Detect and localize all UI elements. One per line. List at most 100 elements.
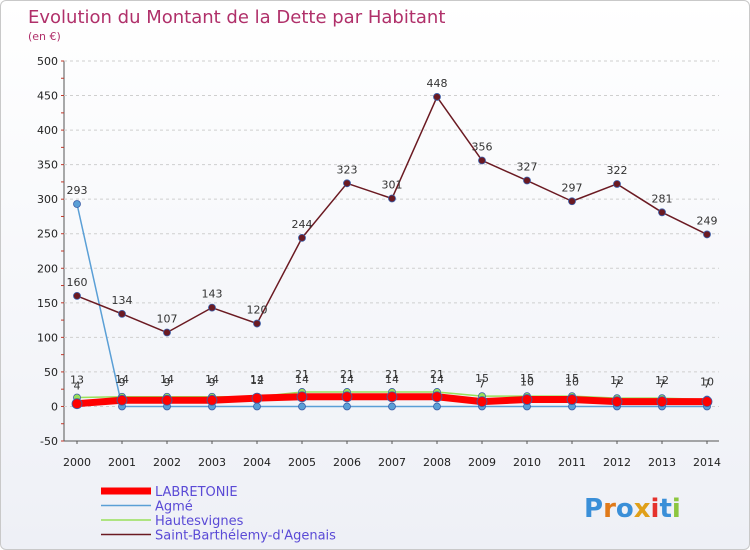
chart-title: Evolution du Montant de la Dette par Hab… <box>28 7 445 28</box>
data-point <box>163 328 171 337</box>
series-saint-barth-lemy-d-agenais: 160 134 107 143 120 244 323 301 448 356 327 297 322 2… <box>67 77 718 337</box>
data-label: 9 <box>119 376 126 389</box>
data-label: 160 <box>67 276 88 289</box>
data-point <box>703 230 711 239</box>
data-label: 293 <box>67 184 88 197</box>
data-label: 14 <box>205 373 219 386</box>
data-label: 301 <box>382 178 403 191</box>
legend-entry: Hautesvignes <box>155 514 244 529</box>
data-label: 12 <box>250 374 264 387</box>
data-label: 14 <box>250 373 264 386</box>
data-point <box>116 394 128 406</box>
data-label: 244 <box>292 218 313 231</box>
data-point <box>386 391 398 403</box>
x-tick-label: 2005 <box>288 456 316 469</box>
data-label: 21 <box>430 368 444 381</box>
data-label: 21 <box>295 368 309 381</box>
y-tick-label: 300 <box>37 193 58 206</box>
data-point <box>478 156 486 165</box>
data-label: 10 <box>565 376 579 389</box>
data-label: 14 <box>295 373 309 386</box>
data-point <box>296 391 308 403</box>
data-label: 143 <box>202 288 223 301</box>
data-label: 21 <box>340 368 354 381</box>
data-label: 14 <box>340 373 354 386</box>
x-tick-label: 2001 <box>108 456 136 469</box>
data-label: 7 <box>704 378 711 391</box>
data-point <box>206 394 218 406</box>
data-point <box>566 394 578 405</box>
data-point <box>611 396 623 408</box>
x-tick-label: 2002 <box>153 456 181 469</box>
x-tick-label: 2008 <box>423 456 451 469</box>
data-label: 4 <box>74 380 81 393</box>
y-tick-label: 250 <box>37 228 58 241</box>
data-point <box>433 93 441 101</box>
x-tick-label: 2011 <box>558 456 586 469</box>
data-label: 322 <box>607 164 628 177</box>
data-label: 13 <box>70 373 84 386</box>
chart-subtitle: (en €) <box>28 30 61 43</box>
data-label: 323 <box>337 163 358 176</box>
data-label: 120 <box>247 304 268 317</box>
data-point <box>251 392 263 404</box>
data-point <box>298 233 306 242</box>
data-label: 10 <box>700 376 714 389</box>
series-labretonie: 4 9 9 9 12 14 14 14 14 7 10 10 7 7 7 <box>71 373 713 410</box>
data-point <box>613 180 621 188</box>
data-point <box>388 194 396 203</box>
data-label: 14 <box>430 373 444 386</box>
data-label: 14 <box>115 373 129 386</box>
x-tick-label: 2004 <box>243 456 271 469</box>
legend-entry: Saint-Barthélemy-d'Agenais <box>155 529 336 544</box>
data-label: 107 <box>157 313 178 326</box>
data-label: 12 <box>655 374 669 387</box>
data-label: 297 <box>562 181 583 194</box>
y-tick-label: 200 <box>37 262 58 275</box>
y-tick-label: 150 <box>37 297 58 310</box>
x-tick-label: 2009 <box>468 456 496 469</box>
data-point <box>253 402 261 411</box>
data-point <box>341 391 353 403</box>
data-label: 15 <box>520 372 534 385</box>
data-point <box>208 303 216 312</box>
data-point <box>118 309 126 318</box>
x-tick-label: 2007 <box>378 456 406 469</box>
legend: LABRETONIEAgméHautesvignesSaint-Barthéle… <box>101 485 336 544</box>
data-point <box>431 391 443 403</box>
x-tick-label: 2010 <box>513 456 541 469</box>
data-label: 21 <box>385 368 399 381</box>
x-tick-label: 2006 <box>333 456 361 469</box>
data-label: 7 <box>659 378 666 391</box>
data-point <box>523 176 531 185</box>
data-point <box>388 402 396 411</box>
data-label: 10 <box>520 376 534 389</box>
data-label: 356 <box>472 140 493 153</box>
x-tick-label: 2003 <box>198 456 226 469</box>
data-label: 7 <box>479 378 486 391</box>
data-point <box>658 208 666 217</box>
y-tick-label: 0 <box>51 400 58 413</box>
x-tick-label: 2013 <box>648 456 676 469</box>
data-point <box>521 394 533 405</box>
data-label: 134 <box>112 294 133 307</box>
data-point <box>656 396 668 408</box>
data-label: 249 <box>697 214 718 227</box>
data-point <box>701 396 713 408</box>
y-tick-label: 50 <box>44 366 58 379</box>
x-tick-label: 2012 <box>603 456 631 469</box>
data-label: 9 <box>209 376 216 389</box>
x-tick-label: 2014 <box>693 456 721 469</box>
y-tick-label: 100 <box>37 331 58 344</box>
data-point <box>298 402 306 411</box>
x-tick-label: 2000 <box>63 456 91 469</box>
data-label: 14 <box>160 373 174 386</box>
data-point <box>343 179 351 188</box>
data-label: 15 <box>475 372 489 385</box>
data-label: 9 <box>164 376 171 389</box>
y-tick-label: 450 <box>37 90 58 103</box>
data-point <box>73 292 81 300</box>
